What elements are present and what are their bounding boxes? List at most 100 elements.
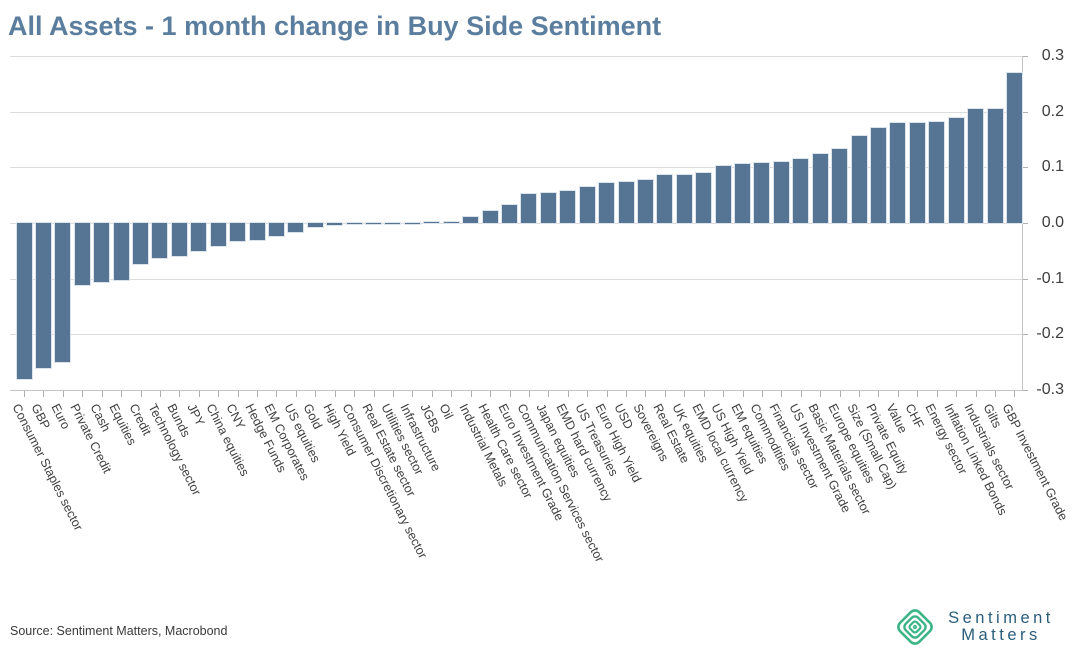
x-axis-tick (548, 391, 550, 397)
y-axis-line (1022, 56, 1023, 391)
x-axis-tick (412, 391, 414, 397)
x-axis-tick (470, 391, 472, 397)
x-axis-tick (975, 391, 977, 397)
bar (385, 223, 401, 224)
bar (230, 223, 246, 242)
x-axis-tick (839, 391, 841, 397)
x-axis-tick (761, 391, 763, 397)
bar (987, 108, 1003, 223)
x-axis-tick (179, 391, 181, 397)
bar (463, 217, 479, 223)
y-axis-tick (1022, 390, 1028, 391)
bar (443, 221, 459, 223)
bar (909, 123, 925, 223)
x-axis-tick (43, 391, 45, 397)
chart-title: All Assets - 1 month change in Buy Side … (8, 11, 662, 41)
gridline (10, 334, 1022, 336)
x-axis-tick (159, 391, 161, 397)
sentiment-matters-logo-text: Sentiment Matters (936, 610, 1066, 644)
x-axis-tick (237, 391, 239, 397)
bar (540, 192, 556, 223)
x-axis-tick (956, 391, 958, 397)
bar (346, 223, 362, 224)
x-axis-tick (121, 391, 123, 397)
x-axis-tick (295, 391, 297, 397)
gridline (10, 223, 1022, 224)
bar (482, 210, 498, 223)
x-axis-tick (62, 391, 64, 397)
bar (171, 223, 187, 257)
x-axis-tick (218, 391, 220, 397)
x-axis-tick (800, 391, 802, 397)
y-axis-tick (1022, 278, 1028, 280)
bar (502, 204, 517, 223)
x-category-label: GBP Investment Grade (999, 401, 1071, 523)
bar (74, 223, 90, 286)
x-axis-tick (101, 391, 103, 397)
bar (637, 179, 653, 223)
x-axis-tick (742, 391, 744, 397)
x-axis-tick (878, 391, 880, 397)
bar (94, 223, 110, 282)
bar (832, 148, 848, 223)
x-axis-tick (684, 391, 686, 397)
y-axis-tick-label: -0.3 (1036, 381, 1064, 398)
x-axis-tick (897, 391, 899, 397)
x-axis-tick (334, 391, 336, 397)
bar (288, 223, 304, 232)
bar (929, 121, 945, 223)
gridline (10, 56, 1022, 57)
bar (870, 128, 886, 223)
bar (735, 163, 751, 223)
y-axis-tick (1022, 56, 1028, 57)
source-attribution: Source: Sentiment Matters, Macrobond (10, 624, 228, 638)
y-axis-tick (1022, 223, 1028, 224)
bar (404, 223, 420, 224)
bar (676, 174, 692, 223)
x-axis-tick (315, 391, 317, 397)
bar (657, 175, 673, 223)
bar (793, 158, 809, 223)
x-axis-tick (257, 391, 259, 397)
x-axis-tick (645, 391, 647, 397)
bar (851, 135, 867, 223)
x-axis-tick (1014, 391, 1016, 397)
bar (35, 223, 51, 368)
x-axis-tick (820, 391, 822, 397)
x-axis-tick (587, 391, 589, 397)
x-axis-tick (723, 391, 725, 397)
x-axis-tick (606, 391, 608, 397)
y-axis-tick-label: 0.3 (1041, 47, 1064, 64)
y-axis-tick (1022, 111, 1028, 113)
logo-text-line1: Sentiment (948, 609, 1054, 627)
bar (968, 109, 984, 223)
bar (191, 223, 207, 251)
bar (618, 182, 634, 223)
logo-text-line2: Matters (961, 626, 1041, 644)
bar (812, 153, 828, 223)
bar (948, 117, 964, 223)
x-axis-tick (373, 391, 375, 397)
x-axis-tick (198, 391, 200, 397)
x-axis-tick (451, 391, 453, 397)
bar (560, 191, 576, 223)
x-axis-tick (859, 391, 861, 397)
x-axis-tick (626, 391, 628, 397)
bar (327, 223, 343, 225)
x-axis-tick (703, 391, 705, 397)
y-axis-tick-label: 0.2 (1041, 102, 1064, 120)
x-axis-tick (354, 391, 356, 397)
bar (16, 223, 32, 379)
x-axis-tick (528, 391, 530, 397)
bar (754, 163, 770, 223)
bar (210, 223, 226, 246)
x-axis-tick (392, 391, 394, 397)
bar (1006, 72, 1022, 223)
x-axis-tick (781, 391, 783, 397)
x-axis-tick (140, 391, 142, 397)
bar (424, 222, 440, 224)
y-axis-tick-label: -0.1 (1036, 269, 1064, 287)
gridline (10, 278, 1022, 280)
